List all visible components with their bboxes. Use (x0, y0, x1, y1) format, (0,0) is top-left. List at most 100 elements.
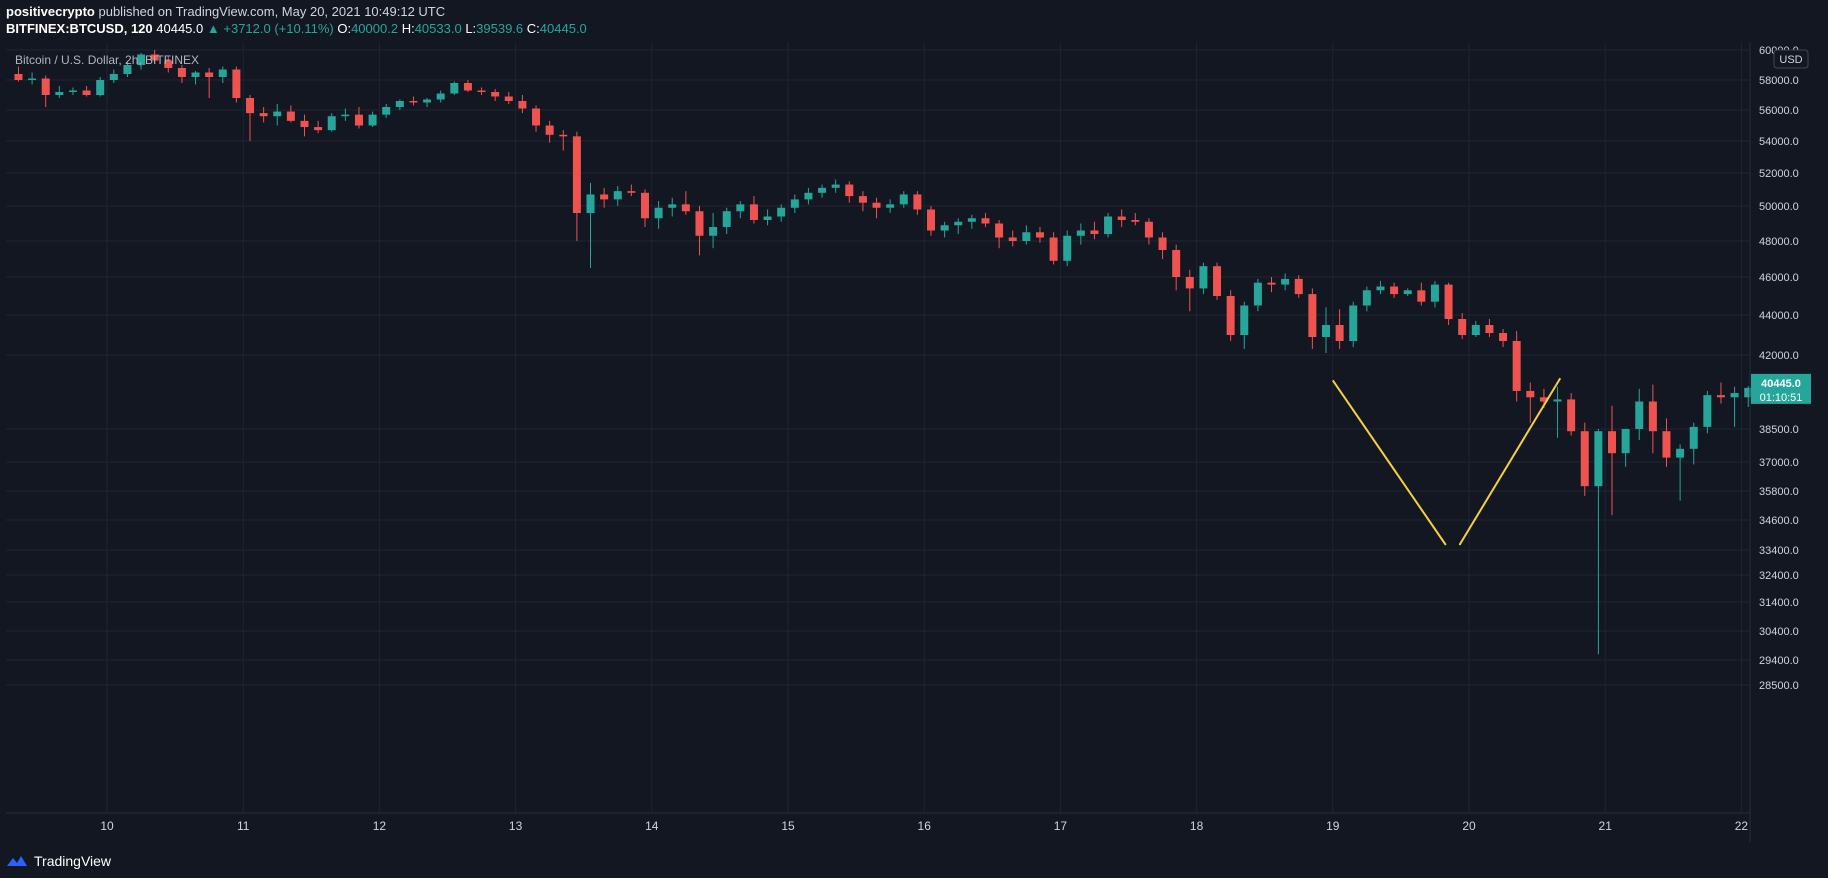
candle (1417, 282, 1426, 306)
candle (109, 69, 118, 83)
candle (341, 108, 350, 121)
last-price-tag-countdown: 01:10:51 (1760, 392, 1803, 404)
candle-body (463, 83, 472, 91)
candle-body (1621, 429, 1630, 454)
candle (1580, 422, 1589, 496)
price-axis[interactable]: 60000.058000.056000.054000.052000.050000… (1759, 45, 1799, 692)
candle-body (600, 194, 609, 200)
candle (600, 187, 609, 208)
candle-body (477, 90, 486, 92)
candle-body (722, 211, 731, 227)
candlestick-chart[interactable]: 60000.058000.056000.054000.052000.050000… (0, 42, 1828, 842)
tradingview-logo-icon (7, 856, 27, 866)
candle-body (423, 99, 432, 103)
candle (137, 53, 146, 70)
footer-brand-label: TradingView (34, 853, 112, 869)
candle-body (96, 80, 105, 95)
price-tick-label: 44000.0 (1759, 310, 1799, 322)
candle-body (518, 101, 527, 109)
candle-body (1430, 284, 1439, 302)
candle (1444, 282, 1453, 325)
candle (1063, 230, 1072, 267)
candle (259, 107, 268, 123)
candle (954, 218, 963, 234)
candle (1730, 386, 1739, 427)
currency-badge[interactable]: USD (1773, 49, 1809, 69)
candle (1594, 429, 1603, 655)
date-tick-label: 19 (1326, 819, 1340, 833)
candle-body (1213, 266, 1222, 296)
candle (627, 184, 636, 197)
price-tick-label: 56000.0 (1759, 105, 1799, 117)
candle-body (1444, 284, 1453, 319)
candle-body (1730, 393, 1739, 398)
candle (736, 201, 745, 219)
candle-body (82, 90, 91, 95)
candle-body (1144, 221, 1153, 238)
trendline[interactable] (1331, 379, 1447, 546)
trendline[interactable] (1458, 377, 1562, 546)
price-tick-label: 50000.0 (1759, 201, 1799, 213)
footer-branding[interactable]: TradingView (6, 850, 111, 872)
candle (995, 220, 1004, 249)
candle (218, 66, 227, 83)
candle-body (191, 72, 200, 77)
candle-body (913, 194, 922, 210)
candle (1131, 213, 1140, 226)
price-tick-label: 42000.0 (1759, 350, 1799, 362)
candle-body (395, 101, 404, 107)
author-name[interactable]: positivecrypto (6, 4, 95, 19)
candle (1567, 393, 1576, 436)
candle (1035, 227, 1044, 243)
candle-body (1199, 266, 1208, 289)
price-change: ▲ +3712.0 (+10.11%) (206, 21, 334, 36)
candle-body (640, 192, 649, 219)
candle (436, 90, 445, 103)
candle (354, 107, 363, 129)
chart-panel[interactable]: 60000.058000.056000.054000.052000.050000… (0, 42, 1828, 842)
candle-body (1035, 232, 1044, 238)
candle (1213, 262, 1222, 300)
candle-body (627, 191, 636, 193)
candle (150, 50, 159, 62)
candle-body (695, 211, 704, 236)
candle-body (1131, 220, 1140, 222)
candle (1267, 277, 1276, 293)
candle (1049, 232, 1058, 265)
candle-body (259, 113, 268, 117)
candle (1512, 331, 1521, 402)
candle-body (586, 194, 595, 213)
candle (423, 98, 432, 107)
candle (55, 86, 64, 98)
candle (613, 186, 622, 206)
candle (1499, 329, 1508, 347)
time-axis[interactable]: 10 11 12 13 14 15 16 17 18 19 20 21 22 (100, 819, 1748, 833)
candle-body (818, 187, 827, 193)
last-price-tag: 40445.0 01:10:51 (1751, 373, 1811, 404)
publish-info: published on TradingView.com, May 20, 20… (98, 4, 446, 19)
candle-body (28, 78, 37, 80)
candle-body (1362, 290, 1371, 306)
candle-body (450, 83, 459, 94)
candle (14, 66, 23, 82)
candle-body (300, 120, 309, 128)
candle (1308, 288, 1317, 349)
date-tick-label: 13 (509, 819, 523, 833)
open-value: 40000.2 (351, 21, 399, 36)
candle (463, 80, 472, 92)
candle-body (1172, 250, 1181, 277)
date-tick-label: 16 (918, 819, 932, 833)
price-tick-label: 32400.0 (1759, 570, 1799, 582)
candle-body (1662, 431, 1671, 458)
candle-body (1539, 397, 1548, 402)
candle-body (1226, 296, 1235, 335)
candle-body (777, 207, 786, 217)
candle (1689, 422, 1698, 465)
candle (1144, 218, 1153, 245)
candle-body (1321, 325, 1330, 337)
price-tick-label: 30400.0 (1759, 626, 1799, 638)
candle (1008, 230, 1017, 247)
candle-body (218, 69, 227, 77)
candle (409, 96, 418, 106)
candle (722, 207, 731, 234)
